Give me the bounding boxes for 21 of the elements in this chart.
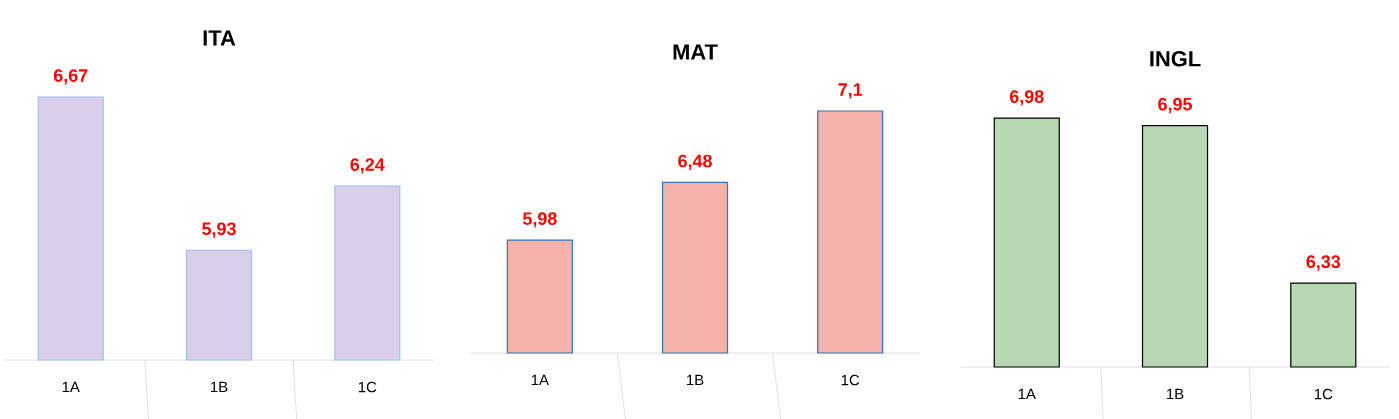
data-label: 7,1: [838, 83, 863, 99]
data-label: 5,98: [522, 212, 557, 228]
chart-title: ITA: [203, 30, 236, 46]
chart-title: INGL: [1150, 51, 1201, 67]
x-tick-label: 1A: [62, 381, 80, 393]
x-tick-label: 1B: [687, 374, 704, 386]
data-label: 6,98: [1009, 90, 1044, 106]
x-tick-label: 1B: [1167, 388, 1184, 400]
x-tick-label: 1A: [1018, 388, 1036, 400]
data-label: 6,33: [1306, 255, 1341, 271]
data-label: 6,95: [1158, 97, 1192, 114]
x-tick-label: 1C: [841, 374, 860, 386]
x-tick-label: 1B: [211, 381, 228, 393]
x-tick-label: 1A: [531, 374, 549, 386]
chart-title: MAT: [673, 44, 718, 60]
data-label: 6,24: [350, 158, 385, 174]
x-tick-label: 1C: [1314, 388, 1333, 400]
data-label: 6,67: [53, 69, 88, 85]
x-tick-label: 1C: [358, 381, 377, 393]
data-label: 5,93: [202, 222, 236, 238]
data-label: 6,48: [678, 154, 712, 170]
